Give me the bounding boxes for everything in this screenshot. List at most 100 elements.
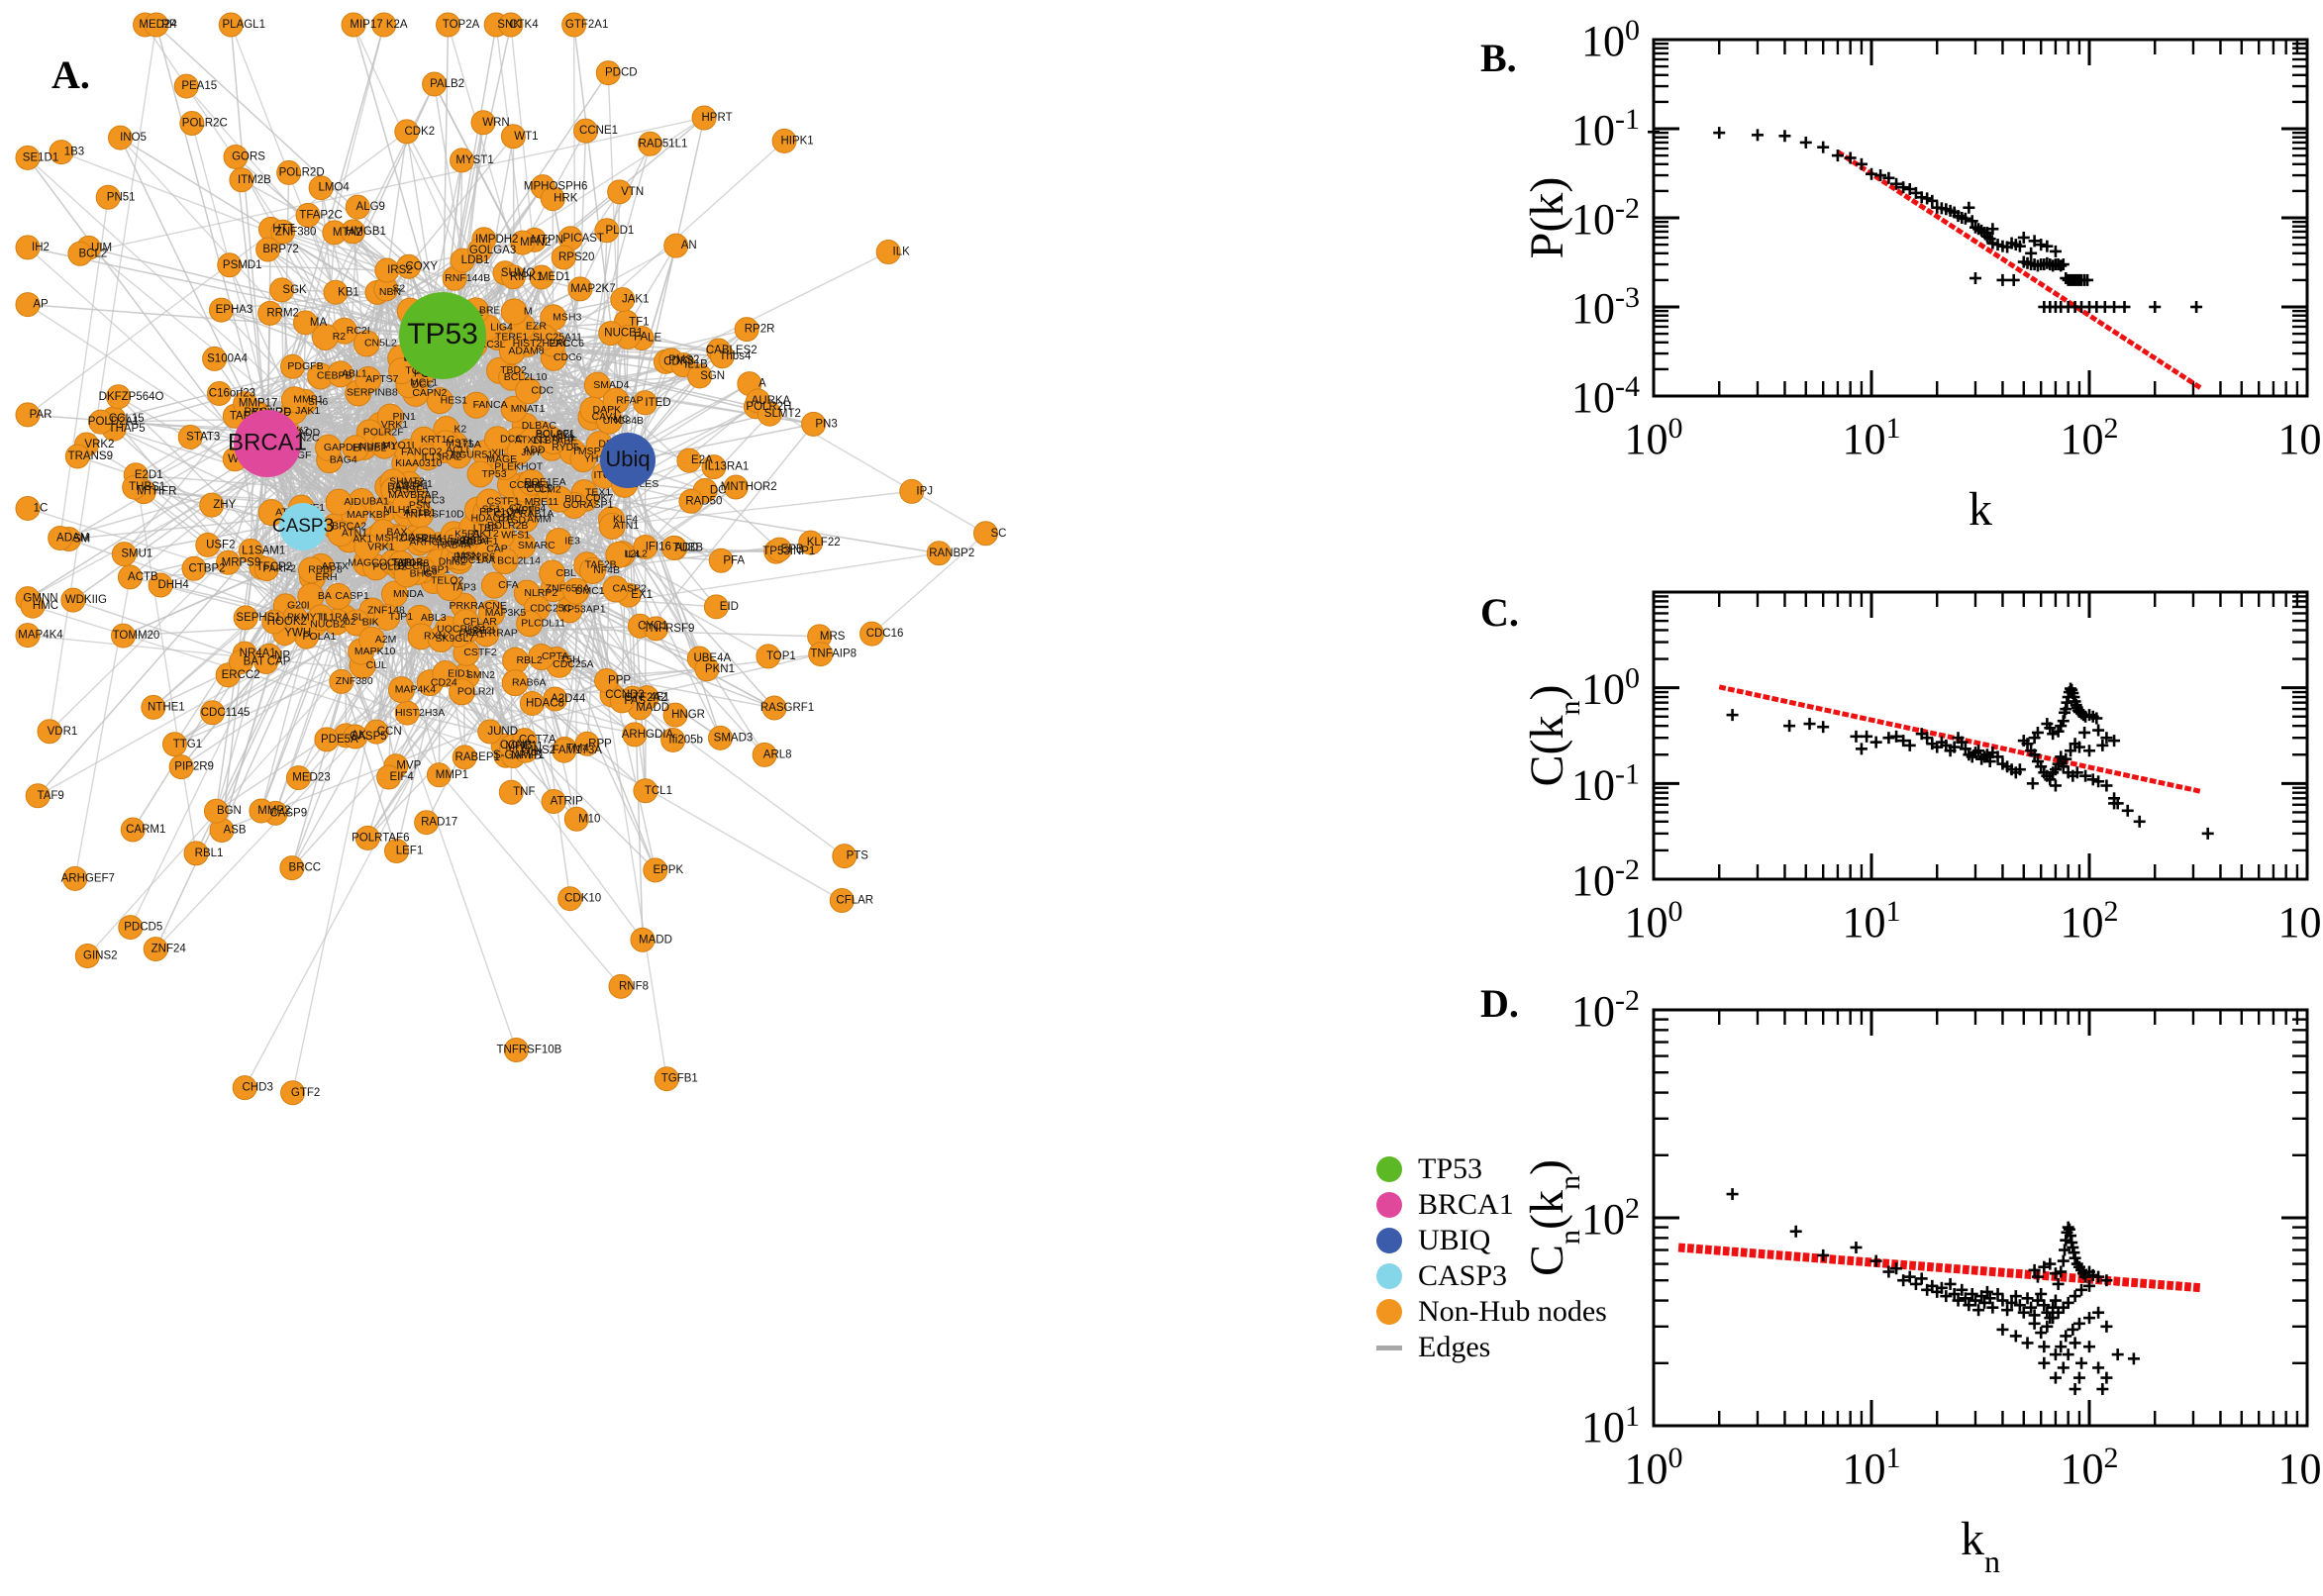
network-node[interactable] <box>376 764 402 790</box>
network-node[interactable] <box>436 12 461 38</box>
network-node[interactable] <box>325 582 353 610</box>
network-node[interactable] <box>543 686 568 712</box>
network-node[interactable] <box>557 886 583 912</box>
network-node[interactable] <box>513 738 539 763</box>
network-node[interactable] <box>345 194 370 220</box>
network-node[interactable] <box>491 548 519 575</box>
network-node[interactable] <box>276 159 302 185</box>
network-node[interactable] <box>111 542 137 567</box>
hub-circle[interactable] <box>600 433 656 488</box>
network-node[interactable] <box>511 506 539 534</box>
network-node[interactable] <box>467 238 493 263</box>
network-node[interactable] <box>498 779 524 805</box>
network-node[interactable] <box>678 488 704 514</box>
network-node[interactable] <box>396 253 422 279</box>
network-node[interactable] <box>62 865 88 891</box>
network-node[interactable] <box>875 240 901 265</box>
network-node[interactable] <box>709 344 735 369</box>
network-node[interactable] <box>545 528 572 555</box>
network-node[interactable] <box>181 555 207 581</box>
network-node[interactable] <box>215 549 241 575</box>
network-node[interactable] <box>687 363 713 389</box>
network-node[interactable] <box>506 436 534 463</box>
network-node[interactable] <box>363 719 389 745</box>
network-node[interactable] <box>594 668 620 694</box>
network-node[interactable] <box>771 128 797 153</box>
network-node[interactable] <box>500 298 528 326</box>
network-node[interactable] <box>233 605 258 631</box>
network-node[interactable] <box>48 526 73 551</box>
network-node[interactable] <box>703 594 729 620</box>
network-node[interactable] <box>343 724 368 749</box>
network-node[interactable] <box>393 560 421 588</box>
network-node[interactable] <box>449 678 476 706</box>
network-node[interactable] <box>752 742 777 767</box>
network-node[interactable] <box>663 233 689 258</box>
network-node[interactable] <box>633 534 658 559</box>
network-node[interactable] <box>426 387 454 415</box>
network-node[interactable] <box>540 428 567 455</box>
network-node[interactable] <box>327 360 354 388</box>
network-node[interactable] <box>314 727 340 752</box>
network-node[interactable] <box>177 424 203 449</box>
network-node[interactable] <box>798 530 824 555</box>
network-node[interactable] <box>594 218 620 244</box>
network-node[interactable] <box>422 71 448 97</box>
network-node[interactable] <box>691 105 717 131</box>
network-node[interactable] <box>15 145 41 170</box>
network-node[interactable] <box>654 1066 679 1092</box>
network-node[interactable] <box>15 623 41 648</box>
network-node[interactable] <box>88 409 114 435</box>
network-node[interactable] <box>530 324 557 351</box>
network-node[interactable] <box>608 973 634 999</box>
network-node[interactable] <box>261 609 287 635</box>
network-node[interactable] <box>734 317 759 343</box>
network-node[interactable] <box>518 468 546 496</box>
network-node[interactable] <box>801 411 827 437</box>
network-node[interactable] <box>228 649 253 675</box>
network-node[interactable] <box>342 435 369 462</box>
network-node[interactable] <box>327 520 354 548</box>
network-node[interactable] <box>443 527 470 554</box>
network-node[interactable] <box>638 131 663 156</box>
network-node[interactable] <box>95 184 121 210</box>
hub-node-ubiq[interactable]: Ubiq <box>600 433 656 488</box>
network-node[interactable] <box>546 485 573 513</box>
network-node[interactable] <box>74 944 100 969</box>
network-node[interactable] <box>383 838 409 863</box>
network-node[interactable] <box>343 609 370 637</box>
network-node[interactable] <box>432 660 459 688</box>
network-node[interactable] <box>208 297 234 323</box>
network-node[interactable] <box>452 745 477 770</box>
network-node[interactable] <box>477 719 503 745</box>
network-node[interactable] <box>516 610 544 638</box>
network-node[interactable] <box>25 783 50 809</box>
network-node[interactable] <box>574 731 600 756</box>
network-node[interactable] <box>605 541 633 568</box>
network-node[interactable] <box>573 118 599 144</box>
network-node[interactable] <box>269 277 295 303</box>
network-node[interactable] <box>183 841 209 866</box>
network-node[interactable] <box>414 810 440 836</box>
network-node[interactable] <box>436 574 463 602</box>
network-node[interactable] <box>15 495 41 521</box>
network-node[interactable] <box>643 857 668 883</box>
network-node[interactable] <box>386 525 414 552</box>
network-node[interactable] <box>562 577 590 605</box>
network-node[interactable] <box>141 694 166 720</box>
network-node[interactable] <box>552 738 577 763</box>
network-node[interactable] <box>500 124 526 150</box>
network-node[interactable] <box>60 587 86 613</box>
network-node[interactable] <box>528 643 556 670</box>
network-node[interactable] <box>161 732 187 757</box>
network-node[interactable] <box>270 219 296 245</box>
network-node[interactable] <box>371 12 397 38</box>
network-node[interactable] <box>106 384 132 410</box>
network-node[interactable] <box>432 430 459 457</box>
network-node[interactable] <box>567 276 593 302</box>
network-node[interactable] <box>633 778 658 804</box>
network-node[interactable] <box>478 599 506 627</box>
network-node[interactable] <box>67 241 93 266</box>
network-node[interactable] <box>206 380 232 406</box>
network-node[interactable] <box>376 403 404 431</box>
